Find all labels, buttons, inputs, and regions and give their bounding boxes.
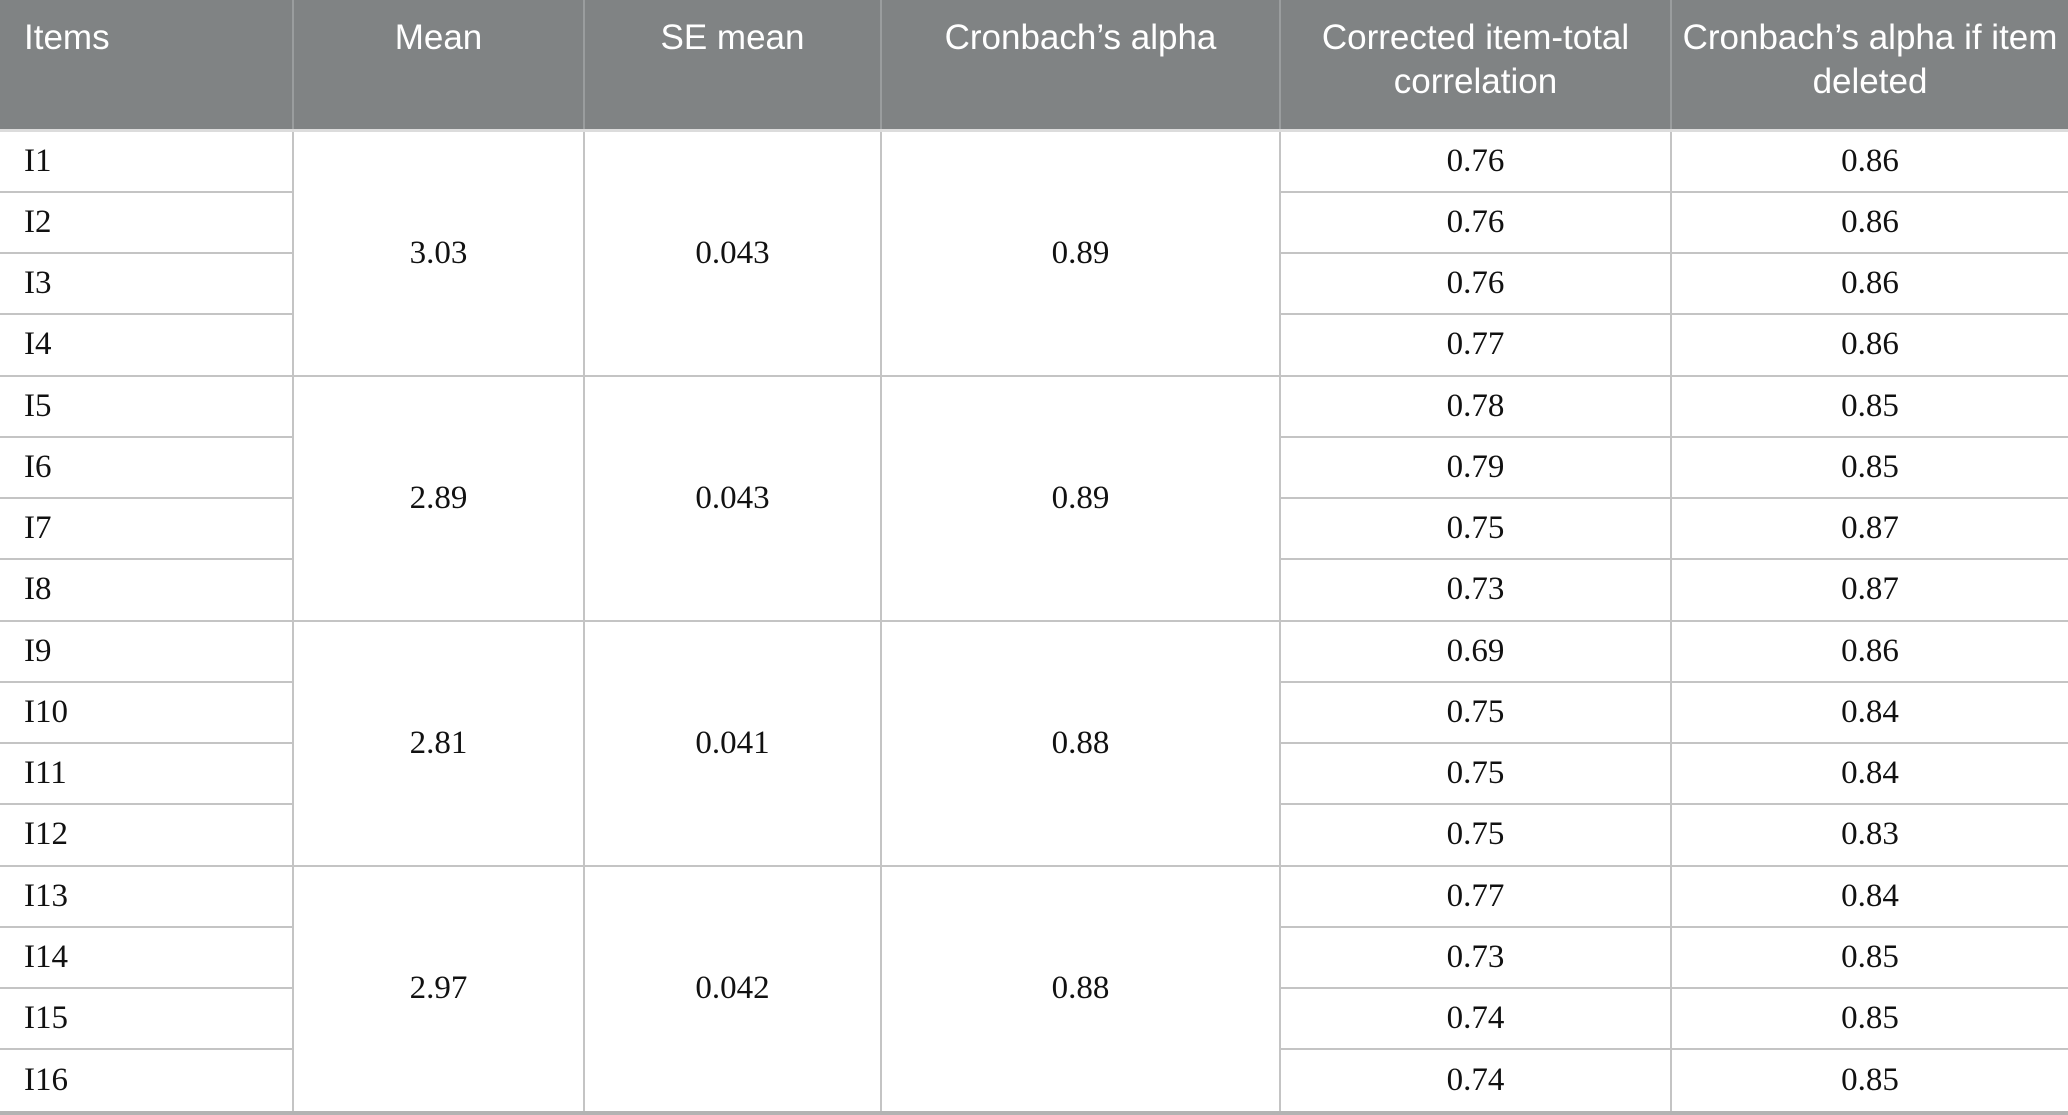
- item-cell: I3: [0, 253, 293, 316]
- corrected-item-total-cell: 0.78: [1279, 375, 1671, 438]
- se-mean-cell-group-2: 0.043: [583, 375, 881, 622]
- se-mean-cell-group-4: 0.042: [583, 865, 881, 1111]
- item-cell: I15: [0, 988, 293, 1051]
- alpha-if-deleted-cell: 0.84: [1670, 865, 2068, 928]
- table-row: I8 0.73 0.87: [0, 559, 2068, 622]
- item-cell: I11: [0, 743, 293, 806]
- col-header-items: Items: [0, 0, 293, 132]
- corrected-item-total-cell: 0.75: [1279, 681, 1671, 745]
- cronbach-alpha-cell-group-3: 0.88: [880, 620, 1280, 867]
- se-mean-cell-group-1: 0.043: [583, 130, 881, 377]
- item-cell: I16: [0, 1049, 293, 1111]
- item-cell: I5: [0, 375, 293, 438]
- table-row: I12 0.75 0.83: [0, 804, 2068, 867]
- alpha-if-deleted-cell: 0.87: [1670, 559, 2068, 622]
- alpha-if-deleted-cell: 0.86: [1670, 253, 2068, 316]
- col-header-cronbach-alpha: Cronbach’s alpha: [880, 0, 1280, 132]
- cronbach-alpha-cell-group-1: 0.89: [880, 130, 1280, 377]
- alpha-if-deleted-cell: 0.86: [1670, 191, 2068, 255]
- corrected-item-total-cell: 0.75: [1279, 498, 1671, 561]
- alpha-if-deleted-cell: 0.86: [1670, 620, 2068, 683]
- corrected-item-total-cell: 0.73: [1279, 926, 1671, 990]
- corrected-item-total-cell: 0.76: [1279, 191, 1671, 255]
- corrected-item-total-cell: 0.76: [1279, 130, 1671, 193]
- alpha-if-deleted-cell: 0.83: [1670, 804, 2068, 867]
- alpha-if-deleted-cell: 0.86: [1670, 130, 2068, 193]
- corrected-item-total-cell: 0.75: [1279, 804, 1671, 867]
- table-row: I16 0.74 0.85: [0, 1049, 2068, 1111]
- item-cell: I4: [0, 314, 293, 377]
- item-cell: I9: [0, 620, 293, 683]
- item-cell: I13: [0, 865, 293, 928]
- corrected-item-total-cell: 0.69: [1279, 620, 1671, 683]
- alpha-if-deleted-cell: 0.84: [1670, 681, 2068, 745]
- table-row: I4 0.77 0.86: [0, 314, 2068, 377]
- item-cell: I1: [0, 130, 293, 193]
- table-row: I9 2.81 0.041 0.88 0.69 0.86: [0, 620, 2068, 867]
- col-header-mean: Mean: [292, 0, 584, 132]
- table-row: I1 3.03 0.043 0.89 0.76 0.86: [0, 130, 2068, 377]
- mean-cell-group-2: 2.89: [292, 375, 584, 622]
- item-cell: I8: [0, 559, 293, 622]
- alpha-if-deleted-cell: 0.85: [1670, 926, 2068, 990]
- table-row: I11 0.75 0.84: [0, 743, 2068, 806]
- table-row: I6 0.79 0.85: [0, 436, 2068, 500]
- alpha-if-deleted-cell: 0.84: [1670, 743, 2068, 806]
- mean-cell-group-4: 2.97: [292, 865, 584, 1111]
- mean-cell-group-3: 2.81: [292, 620, 584, 867]
- table-header-row: Items Mean SE mean Cronbach’s alpha Corr…: [0, 0, 2068, 132]
- col-header-se-mean: SE mean: [583, 0, 881, 132]
- item-cell: I14: [0, 926, 293, 990]
- alpha-if-deleted-cell: 0.86: [1670, 314, 2068, 377]
- table-row: I5 2.89 0.043 0.89 0.78 0.85: [0, 375, 2068, 622]
- table-row: I3 0.76 0.86: [0, 253, 2068, 316]
- cronbach-alpha-cell-group-4: 0.88: [880, 865, 1280, 1111]
- corrected-item-total-cell: 0.77: [1279, 865, 1671, 928]
- se-mean-cell-group-3: 0.041: [583, 620, 881, 867]
- col-header-cronbach-alpha-if-item-deleted: Cronbach’s alpha if item deleted: [1670, 0, 2068, 132]
- table-row: I2 0.76 0.86: [0, 191, 2068, 255]
- alpha-if-deleted-cell: 0.85: [1670, 1049, 2068, 1111]
- table-row: I13 2.97 0.042 0.88 0.77 0.84: [0, 865, 2068, 1111]
- item-cell: I10: [0, 681, 293, 745]
- corrected-item-total-cell: 0.79: [1279, 436, 1671, 500]
- col-header-corrected-item-total-correlation: Corrected item-total correlation: [1279, 0, 1671, 132]
- alpha-if-deleted-cell: 0.87: [1670, 498, 2068, 561]
- alpha-if-deleted-cell: 0.85: [1670, 436, 2068, 500]
- corrected-item-total-cell: 0.74: [1279, 1049, 1671, 1111]
- corrected-item-total-cell: 0.77: [1279, 314, 1671, 377]
- cronbach-alpha-cell-group-2: 0.89: [880, 375, 1280, 622]
- table-row: I14 0.73 0.85: [0, 926, 2068, 990]
- item-cell: I2: [0, 191, 293, 255]
- mean-cell-group-1: 3.03: [292, 130, 584, 377]
- corrected-item-total-cell: 0.73: [1279, 559, 1671, 622]
- item-cell: I7: [0, 498, 293, 561]
- table-row: I10 0.75 0.84: [0, 681, 2068, 745]
- corrected-item-total-cell: 0.74: [1279, 988, 1671, 1051]
- item-cell: I6: [0, 436, 293, 500]
- corrected-item-total-cell: 0.75: [1279, 743, 1671, 806]
- item-cell: I12: [0, 804, 293, 867]
- table-row: I15 0.74 0.85: [0, 988, 2068, 1051]
- alpha-if-deleted-cell: 0.85: [1670, 988, 2068, 1051]
- table-row: I7 0.75 0.87: [0, 498, 2068, 561]
- corrected-item-total-cell: 0.76: [1279, 253, 1671, 316]
- alpha-if-deleted-cell: 0.85: [1670, 375, 2068, 438]
